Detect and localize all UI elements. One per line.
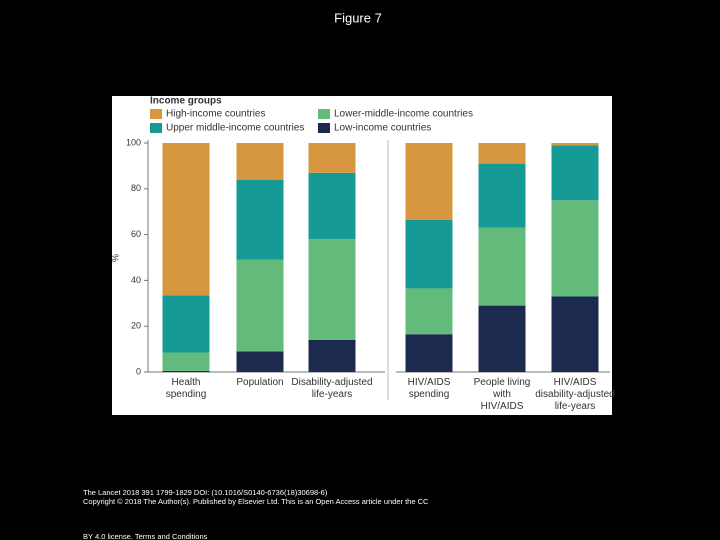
bar-segment <box>308 172 356 240</box>
x-tick-label: Population <box>236 377 284 388</box>
legend-swatch <box>150 123 162 133</box>
x-tick-label: HIV/AIDS spending <box>407 377 451 400</box>
y-tick-label: 0 <box>136 366 141 376</box>
slide-title: Figure 7 <box>334 10 382 25</box>
bar-segment <box>478 227 526 306</box>
license-line: BY 4.0 license. Terms and Conditions <box>83 532 207 540</box>
bar-segment <box>236 179 284 260</box>
bar-segment <box>405 334 453 372</box>
bar-segment <box>308 239 356 340</box>
terms-link[interactable]: Terms and Conditions <box>134 532 208 540</box>
bar-segment <box>478 163 526 228</box>
bar-segment <box>162 352 210 371</box>
bar-segment <box>236 143 284 180</box>
bar-segment <box>551 145 599 201</box>
x-tick-label: Health spending <box>165 377 207 400</box>
bar-segment <box>405 219 453 289</box>
bar-segment <box>162 295 210 353</box>
x-tick-label: HIV/AIDS disability-adjusted life-years <box>535 377 615 412</box>
y-tick-label: 40 <box>131 275 141 285</box>
bar-segment <box>308 339 356 372</box>
license: BY 4.0 license. <box>83 532 133 540</box>
legend-swatch <box>150 109 162 119</box>
y-tick-label: 100 <box>126 137 141 147</box>
x-tick-label: People living with HIV/AIDS <box>473 377 531 412</box>
legend-title: Income groups <box>150 96 222 107</box>
bar-segment <box>162 143 210 296</box>
legend-swatch <box>318 123 330 133</box>
citation: The Lancet 2018 391 1799-1829 DOI: (10.1… <box>83 488 328 497</box>
y-axis-label: % <box>110 254 120 262</box>
y-tick-label: 20 <box>131 321 141 331</box>
legend-label: Lower-middle-income countries <box>334 109 473 120</box>
bar-segment <box>162 370 210 372</box>
x-tick-label: Disability-adjusted life-years <box>291 377 373 400</box>
bar-segment <box>405 143 453 220</box>
bar-segment <box>308 143 356 173</box>
bar-segment <box>478 305 526 372</box>
bar-segment <box>478 143 526 164</box>
y-tick-label: 80 <box>131 183 141 193</box>
bar-segment <box>405 288 453 335</box>
y-tick-label: 60 <box>131 229 141 239</box>
bar-segment <box>551 200 599 297</box>
bar-segment <box>551 143 599 146</box>
legend-label: Low-income countries <box>334 123 431 134</box>
bar-segment <box>551 296 599 372</box>
bar-segment <box>236 351 284 372</box>
copyright: Copyright © 2018 The Author(s). Publishe… <box>83 497 429 506</box>
legend-label: Upper middle-income countries <box>166 123 304 134</box>
legend-swatch <box>318 109 330 119</box>
legend-label: High-income countries <box>166 109 266 120</box>
bar-segment <box>236 259 284 352</box>
